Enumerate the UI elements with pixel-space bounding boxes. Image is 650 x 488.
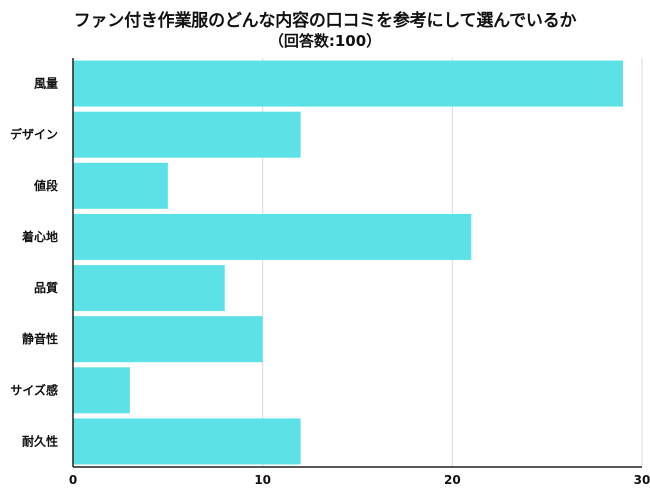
category-label: 静音性 (22, 331, 58, 346)
category-label: 着心地 (21, 229, 58, 244)
x-tick-label: 20 (444, 473, 461, 487)
category-label: 耐久性 (22, 433, 58, 448)
x-tick-label: 10 (254, 473, 271, 487)
x-tick-label: 30 (634, 473, 650, 487)
category-label: デザイン (10, 127, 58, 142)
x-tick-label: 0 (69, 473, 77, 487)
bar (73, 213, 472, 260)
bars (73, 60, 624, 465)
x-tick-labels: 0 10 20 30 (69, 473, 650, 487)
category-label: 値段 (33, 178, 59, 193)
category-label: 風量 (34, 77, 58, 91)
bar (73, 367, 130, 414)
chart-title: ファン付き作業服のどんな内容の口コミを参考にして選んでいるか (73, 11, 577, 31)
bar (73, 316, 263, 363)
category-label: サイズ感 (10, 382, 58, 397)
chart-subtitle: （回答数:100） (268, 32, 382, 50)
bar (73, 265, 225, 312)
bar (73, 162, 168, 209)
bar (73, 418, 301, 465)
bar (73, 60, 624, 107)
axes (72, 58, 642, 468)
grid-lines (262, 58, 643, 467)
category-label: 品質 (34, 280, 58, 295)
bar (73, 111, 301, 158)
